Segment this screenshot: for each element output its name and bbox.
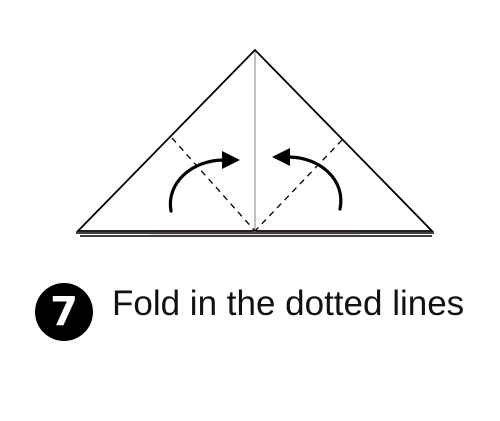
right-fold-line: [254, 139, 343, 232]
left-fold-line: [171, 137, 256, 232]
paper-base-edges: [76, 232, 434, 237]
step-instruction-text: Fold in the dotted lines: [112, 284, 465, 323]
step-number-badge: 7: [35, 283, 93, 341]
right-fold-arrow-icon: [272, 148, 343, 211]
left-fold-arrow-icon: [168, 151, 240, 213]
